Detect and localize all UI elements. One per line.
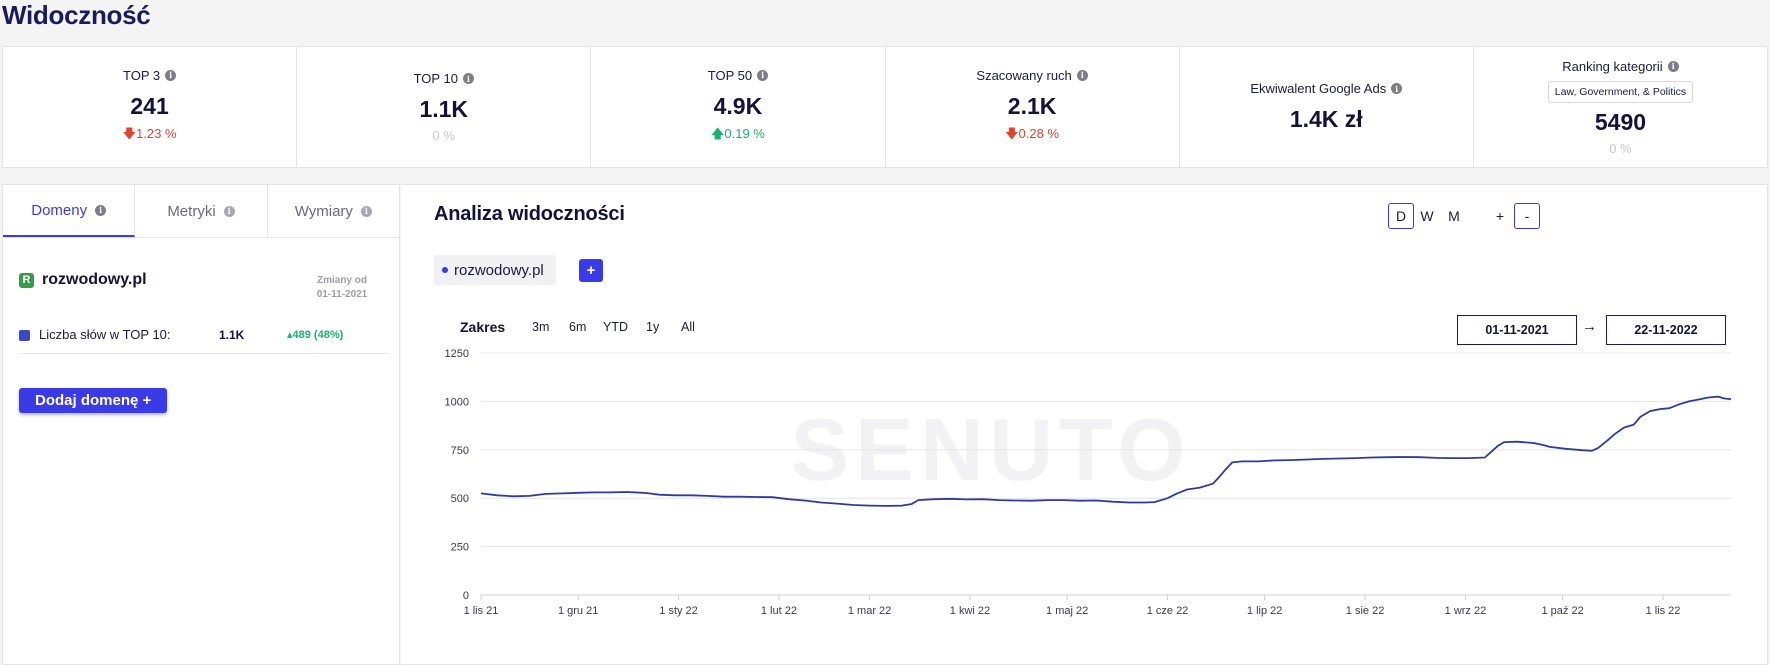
y-tick-label: 1250 bbox=[445, 348, 469, 360]
domain-row: R rozwodowy.pl bbox=[19, 271, 147, 289]
info-icon[interactable]: i bbox=[1667, 60, 1679, 72]
stat-google-ads: Ekwiwalent Google Ads i 1.4K zł bbox=[1180, 47, 1474, 167]
stat-delta: 🡇0.28 % bbox=[1005, 125, 1060, 141]
range-all[interactable]: All bbox=[681, 320, 695, 334]
granularity-day[interactable]: D bbox=[1388, 203, 1414, 229]
stat-value: 1.1K bbox=[419, 96, 469, 122]
y-tick-label: 0 bbox=[463, 590, 469, 602]
stat-top10: TOP 10 i 1.1K 0 % bbox=[297, 47, 592, 167]
date-from-input[interactable]: 01-11-2021 bbox=[1457, 315, 1577, 345]
x-tick-label: 1 paź 22 bbox=[1542, 605, 1584, 617]
metric-delta: ▴489 (48%) bbox=[287, 329, 344, 341]
x-tick-label: 1 wrz 22 bbox=[1445, 605, 1487, 617]
metric-label: Liczba słów w TOP 10: bbox=[39, 327, 171, 342]
arrow-down-icon: 🡇 bbox=[122, 125, 137, 141]
zoom-out-button[interactable]: - bbox=[1514, 203, 1540, 229]
y-tick-label: 1000 bbox=[445, 396, 469, 408]
series-chip[interactable]: rozwodowy.pl bbox=[434, 255, 556, 285]
x-tick-label: 1 maj 22 bbox=[1046, 605, 1088, 617]
info-icon[interactable]: i bbox=[165, 69, 177, 81]
stat-delta: 🡇1.23 % bbox=[122, 125, 177, 141]
info-icon[interactable]: i bbox=[462, 73, 474, 84]
stat-top50: TOP 50 i 4.9K 🡅0.19 % bbox=[591, 47, 886, 167]
stat-value: 241 bbox=[130, 92, 169, 119]
stat-label: TOP 10 bbox=[413, 71, 458, 86]
stat-delta: 0 % bbox=[1609, 140, 1632, 156]
x-tick-label: 1 gru 21 bbox=[558, 605, 598, 617]
series-color-swatch bbox=[19, 330, 30, 341]
tab-domeny[interactable]: Domeny i bbox=[3, 185, 136, 237]
chart-panel: Analiza widoczności D W M + - rozwodowy.… bbox=[401, 184, 1768, 665]
stat-value: 1.4K zł bbox=[1289, 106, 1363, 132]
stat-label: Ranking kategorii bbox=[1562, 58, 1663, 74]
range-3m[interactable]: 3m bbox=[532, 320, 550, 334]
stats-bar: TOP 3 i 241 🡇1.23 % TOP 10 i 1.1K 0 % TOP … bbox=[2, 46, 1768, 168]
y-tick-label: 750 bbox=[451, 445, 469, 457]
series-chip-label: rozwodowy.pl bbox=[454, 261, 544, 279]
category-badge: Law, Government, & Politics bbox=[1547, 80, 1694, 103]
stat-label: Ekwiwalent Google Ads bbox=[1250, 81, 1387, 96]
tab-wymiary[interactable]: Wymiary i bbox=[268, 185, 399, 237]
x-tick-label: 1 lis 22 bbox=[1646, 605, 1681, 617]
changes-since: Zmiany od 01-11-2021 bbox=[316, 275, 368, 300]
x-tick-label: 1 sty 22 bbox=[659, 605, 698, 617]
date-to-input[interactable]: 22-11-2022 bbox=[1606, 315, 1726, 345]
page-title: Widoczność bbox=[2, 0, 151, 30]
metric-value: 1.1K bbox=[219, 328, 245, 342]
stat-delta: 0 % bbox=[432, 128, 455, 143]
granularity-week[interactable]: W bbox=[1420, 208, 1434, 224]
add-domain-button[interactable]: Dodaj domenę + bbox=[19, 388, 168, 413]
favicon-icon: R bbox=[19, 272, 34, 288]
arrow-up-icon: 🡅 bbox=[711, 125, 725, 141]
stat-category-ranking: Ranking kategorii i Law, Government, & Po… bbox=[1474, 47, 1767, 167]
left-panel: Domeny i Metryki i Wymiary i R rozwodowy.pl… bbox=[2, 184, 400, 665]
range-label: Zakres bbox=[460, 319, 506, 335]
metric-row: Liczba słów w TOP 10: 1.1K ▴489 (48%) bbox=[19, 327, 389, 354]
x-tick-label: 1 lip 22 bbox=[1247, 605, 1282, 617]
x-tick-label: 1 kwi 22 bbox=[950, 605, 990, 617]
range-ytd[interactable]: YTD bbox=[603, 320, 628, 334]
range-6m[interactable]: 6m bbox=[569, 320, 587, 334]
y-tick-label: 250 bbox=[451, 542, 469, 554]
stat-label: TOP 50 bbox=[707, 67, 753, 83]
stat-label: Szacowany ruch bbox=[976, 67, 1072, 83]
y-tick-label: 500 bbox=[451, 493, 469, 505]
info-icon[interactable]: i bbox=[757, 69, 769, 81]
stat-traffic: Szacowany ruch i 2.1K 🡇0.28 % bbox=[886, 47, 1180, 167]
series-line-rozwodowy-pl[interactable] bbox=[480, 395, 1732, 507]
info-icon: i bbox=[95, 204, 107, 216]
domain-name[interactable]: rozwodowy.pl bbox=[42, 271, 147, 288]
tabs: Domeny i Metryki i Wymiary i bbox=[3, 185, 399, 238]
tab-metryki[interactable]: Metryki i bbox=[135, 185, 268, 237]
zoom-in-button[interactable]: + bbox=[1495, 208, 1505, 224]
stat-value: 4.9K bbox=[713, 92, 763, 119]
x-tick-label: 1 lis 21 bbox=[464, 605, 499, 617]
info-icon[interactable]: i bbox=[1391, 83, 1403, 94]
range-1y[interactable]: 1y bbox=[646, 320, 660, 334]
stat-value: 2.1K bbox=[1007, 92, 1057, 119]
stat-top3: TOP 3 i 241 🡇1.23 % bbox=[3, 47, 298, 167]
chart-title: Analiza widoczności bbox=[434, 203, 625, 225]
info-icon: i bbox=[223, 205, 235, 217]
series-dot bbox=[442, 267, 448, 273]
x-tick-label: 1 cze 22 bbox=[1147, 605, 1189, 617]
arrow-down-icon: 🡇 bbox=[1005, 125, 1019, 141]
add-series-button[interactable]: + bbox=[579, 259, 603, 282]
stat-value: 5490 bbox=[1594, 108, 1647, 135]
stat-label: TOP 3 bbox=[123, 67, 161, 83]
granularity-month[interactable]: M bbox=[1448, 208, 1460, 224]
stat-delta: 🡅0.19 % bbox=[711, 125, 765, 141]
info-icon: i bbox=[360, 205, 372, 217]
arrow-right-icon: → bbox=[1582, 318, 1597, 335]
x-tick-label: 1 mar 22 bbox=[848, 605, 891, 617]
x-tick-label: 1 sie 22 bbox=[1346, 605, 1385, 617]
x-tick-label: 1 lut 22 bbox=[761, 605, 797, 617]
info-icon[interactable]: i bbox=[1076, 69, 1088, 81]
